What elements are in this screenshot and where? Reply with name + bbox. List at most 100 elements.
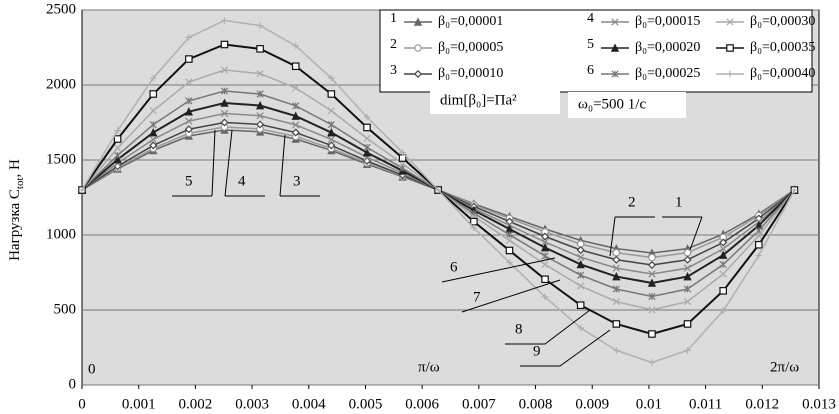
legend-box	[379, 9, 813, 93]
marker	[184, 125, 193, 134]
marker	[149, 128, 158, 137]
marker	[470, 217, 478, 226]
annotation: 2π/ω	[770, 359, 799, 375]
marker	[576, 259, 585, 269]
marker	[719, 270, 727, 278]
annotation: dim[β₀]=Па²	[440, 92, 517, 108]
marker	[363, 134, 371, 143]
legend-marker	[413, 17, 423, 26]
marker	[505, 246, 514, 255]
marker	[683, 320, 692, 328]
marker	[612, 255, 621, 264]
marker	[113, 155, 122, 164]
y-tick-label: 1000	[46, 226, 76, 242]
marker	[434, 186, 442, 194]
marker	[612, 297, 620, 306]
y-tick-label: 2500	[46, 1, 76, 17]
marker	[327, 135, 335, 144]
marker	[577, 282, 585, 290]
x-tick-label: 0.008	[519, 396, 553, 412]
legend-number: 1	[390, 11, 397, 26]
marker	[648, 330, 656, 338]
marker	[328, 74, 335, 82]
curve-label: 3	[293, 173, 301, 189]
marker	[292, 102, 300, 110]
marker	[541, 232, 550, 241]
marker	[78, 186, 86, 194]
marker	[291, 111, 300, 120]
marker	[220, 87, 229, 95]
legend-marker	[726, 18, 734, 26]
marker	[113, 135, 122, 143]
x-tick-label: 0.005	[349, 396, 383, 412]
leader-line	[505, 309, 591, 345]
marker	[755, 252, 762, 259]
marker	[648, 306, 656, 314]
marker	[613, 347, 620, 354]
annotation-box	[568, 92, 686, 118]
marker	[220, 40, 229, 49]
legend-label: β₀=0,00005	[438, 40, 503, 55]
marker	[755, 231, 763, 240]
marker	[362, 148, 372, 157]
legend-marker	[611, 18, 619, 26]
leader-line	[224, 129, 265, 197]
legend-number: 3	[390, 63, 397, 78]
marker	[363, 123, 371, 132]
legend-number: 4	[587, 11, 594, 26]
y-axis-title: Нагрузка Ctot, Н	[7, 159, 25, 261]
x-tick-label: 0.009	[575, 396, 609, 412]
marker	[612, 264, 620, 272]
curve-label: 7	[473, 289, 481, 305]
marker	[648, 359, 656, 366]
marker	[612, 272, 621, 281]
legend-label: β₀=0,00030	[750, 14, 815, 29]
x-tick-label: 0.013	[802, 396, 836, 412]
marker	[255, 101, 265, 110]
marker	[683, 248, 692, 257]
marker	[719, 287, 727, 295]
legend-label: β₀=0,00025	[635, 66, 700, 81]
marker	[256, 69, 264, 78]
marker	[114, 127, 121, 134]
x-tick-label: 0.003	[235, 396, 269, 412]
marker	[719, 260, 727, 269]
marker	[754, 240, 763, 249]
legend-label: β₀=0,00040	[750, 66, 815, 81]
leader-line	[609, 216, 655, 257]
curve-label: 5	[185, 173, 193, 189]
marker	[540, 243, 550, 252]
marker	[149, 141, 158, 150]
marker	[185, 55, 193, 63]
marker	[648, 270, 656, 278]
marker	[327, 107, 335, 115]
marker	[577, 271, 585, 279]
curve-label: 4	[238, 173, 246, 189]
marker	[719, 238, 728, 247]
x-tick-label: 0.007	[462, 396, 496, 412]
leader-line	[461, 279, 561, 313]
marker	[220, 98, 229, 107]
legend-label: β₀=0,00015	[635, 14, 700, 29]
marker	[149, 135, 157, 144]
marker	[506, 259, 513, 266]
marker	[327, 128, 336, 137]
marker	[541, 252, 549, 260]
curve-label: 8	[515, 321, 523, 337]
marker	[505, 231, 514, 239]
marker	[291, 62, 300, 71]
legend-label: β₀=0,00035	[750, 40, 815, 55]
leader-line	[520, 329, 611, 367]
marker	[541, 275, 549, 284]
y-axis-title-sub: tot	[14, 177, 26, 189]
y-tick-label: 0	[69, 376, 77, 392]
marker	[149, 120, 157, 129]
marker	[541, 238, 549, 246]
annotation: 0	[88, 361, 96, 377]
x-tick-label: 0	[78, 396, 86, 412]
leader-line	[279, 134, 320, 197]
marker	[220, 109, 229, 118]
legend-marker	[726, 44, 734, 52]
marker	[363, 143, 371, 152]
